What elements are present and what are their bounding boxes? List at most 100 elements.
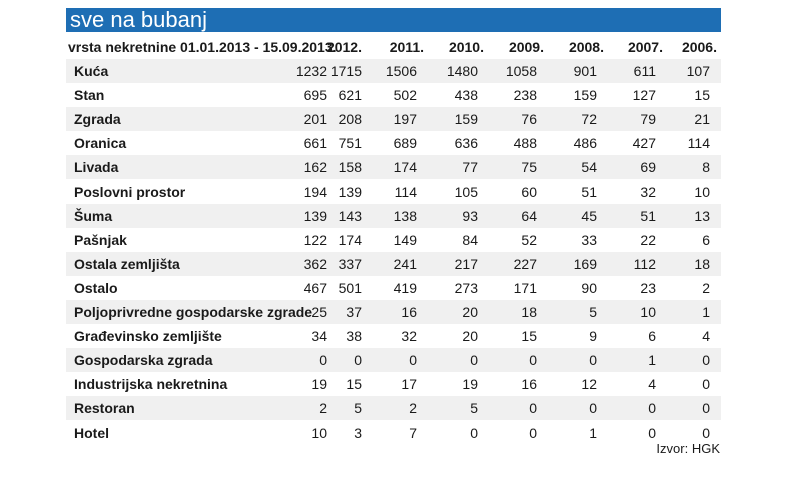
- table-cell: 0: [702, 400, 710, 417]
- table-cell: 501: [338, 279, 362, 296]
- table-cell: 174: [338, 231, 362, 248]
- table-cell: 15: [521, 328, 537, 345]
- row-label: Oranica: [74, 135, 127, 152]
- table-cell: 751: [338, 135, 362, 152]
- table-cell: 20: [462, 328, 478, 345]
- row-label: Livada: [74, 159, 119, 176]
- header-year-2011: 2011.: [389, 39, 424, 55]
- table-cell: 84: [462, 231, 478, 248]
- table-cell: 621: [338, 87, 362, 104]
- table-cell: 139: [338, 183, 362, 200]
- table-cell: 0: [529, 352, 537, 369]
- chart-title: sve na bubanj: [66, 8, 721, 32]
- table-cell: 486: [573, 135, 597, 152]
- table-cell: 32: [640, 183, 656, 200]
- table-cell: 362: [303, 255, 327, 272]
- table-cell: 0: [702, 376, 710, 393]
- table-cell: 77: [462, 159, 478, 176]
- row-label: Ostala zemljišta: [74, 255, 180, 272]
- table-header: vrsta nekretnine 01.01.2013 - 15.09.2013…: [66, 36, 721, 58]
- table-cell: 18: [694, 255, 710, 272]
- source-note: Izvor: HGK: [656, 441, 720, 456]
- table-cell: 0: [409, 352, 417, 369]
- table-cell: 9: [589, 328, 597, 345]
- table-cell: 114: [687, 135, 710, 152]
- table-cell: 0: [648, 424, 656, 441]
- table-cell: 38: [346, 328, 362, 345]
- table-row: Restoran 2 5 2 5 0 0 0 0: [66, 396, 721, 421]
- table-row: Pašnjak 122 174 149 84 52 33 22 6: [66, 228, 721, 252]
- table-cell: 149: [393, 231, 417, 248]
- table-row: Kuća 1232 1715 1506 1480 1058 901 611 107: [66, 59, 721, 83]
- table-row: Poslovni prostor 194 139 114 105 60 51 32 10: [66, 180, 721, 204]
- row-label: Gospodarska zgrada: [74, 352, 213, 369]
- row-label: Kuća: [74, 63, 109, 79]
- table-cell: 1506: [385, 63, 417, 79]
- header-first-column: vrsta nekretnine 01.01.2013 - 15.09.2013…: [68, 39, 337, 55]
- row-label: Šuma: [74, 207, 113, 224]
- table-cell: 52: [521, 231, 537, 248]
- row-label: Restoran: [74, 400, 135, 417]
- table-cell: 127: [632, 87, 656, 104]
- table-cell: 20: [462, 304, 478, 320]
- table-row: Livada 162 158 174 77 75 54 69 8: [66, 155, 721, 180]
- table-cell: 695: [303, 87, 327, 104]
- table-cell: 169: [573, 255, 597, 272]
- row-label: Zgrada: [74, 111, 121, 128]
- row-label: Građevinsko zemljište: [74, 328, 222, 345]
- table-cell: 661: [303, 135, 327, 152]
- table-cell: 1: [648, 352, 656, 369]
- table-cell: 25: [311, 304, 327, 320]
- table-row: Zgrada 201 208 197 159 76 72 79 21: [66, 107, 721, 132]
- table-row: Poljoprivredne gospodarske zgrade 25 37 16 2…: [66, 300, 721, 324]
- header-year-2010: 2010.: [448, 39, 484, 55]
- table-cell: 0: [470, 424, 478, 441]
- table-cell: 1480: [446, 63, 478, 79]
- row-label: Industrijska nekretnina: [74, 376, 228, 393]
- table-cell: 238: [513, 87, 537, 104]
- table-cell: 19: [462, 376, 478, 393]
- table-cell: 12: [581, 376, 597, 393]
- table-cell: 5: [354, 400, 362, 417]
- table-cell: 76: [521, 111, 537, 128]
- table-cell: 162: [303, 159, 327, 176]
- table-row: Industrijska nekretnina 19 15 17 19 16 12 4 0: [66, 372, 721, 396]
- table-cell: 0: [354, 352, 362, 369]
- table-cell: 4: [648, 376, 656, 393]
- table-cell: 6: [648, 328, 656, 345]
- table-cell: 1232: [295, 63, 327, 79]
- table-cell: 18: [521, 304, 537, 320]
- table-cell: 107: [686, 63, 710, 79]
- table-cell: 194: [303, 183, 327, 200]
- table-cell: 2: [409, 400, 417, 417]
- table-cell: 419: [393, 279, 417, 296]
- table-cell: 69: [640, 159, 656, 176]
- table-cell: 0: [319, 352, 327, 369]
- table-cell: 90: [581, 279, 597, 296]
- table-cell: 64: [521, 207, 537, 224]
- table-cell: 60: [521, 183, 537, 200]
- table-cell: 0: [702, 424, 710, 441]
- table-cell: 17: [401, 376, 417, 393]
- table-cell: 0: [529, 424, 537, 441]
- table-cell: 15: [694, 87, 710, 104]
- table-cell: 54: [581, 159, 597, 176]
- table-row: Ostala zemljišta 362 337 241 217 227 169 112 18: [66, 251, 721, 276]
- table-cell: 114: [394, 183, 417, 200]
- table-cell: 0: [589, 400, 597, 417]
- header-year-2012: 2012.: [326, 39, 362, 55]
- table-row: Građevinsko zemljište 34 38 32 20 15 9 6 4: [66, 324, 721, 348]
- table-cell: 37: [346, 304, 362, 320]
- table-cell: 93: [462, 207, 478, 224]
- header-year-2006: 2006.: [681, 39, 717, 55]
- row-label: Ostalo: [74, 279, 118, 296]
- table-cell: 0: [702, 352, 710, 369]
- table-cell: 0: [589, 352, 597, 369]
- table-cell: 159: [573, 87, 597, 104]
- table-cell: 159: [454, 111, 478, 128]
- row-label: Poslovni prostor: [74, 183, 186, 200]
- table-cell: 689: [393, 135, 417, 152]
- table-cell: 241: [393, 255, 417, 272]
- table-cell: 0: [529, 400, 537, 417]
- table-cell: 2: [702, 279, 710, 296]
